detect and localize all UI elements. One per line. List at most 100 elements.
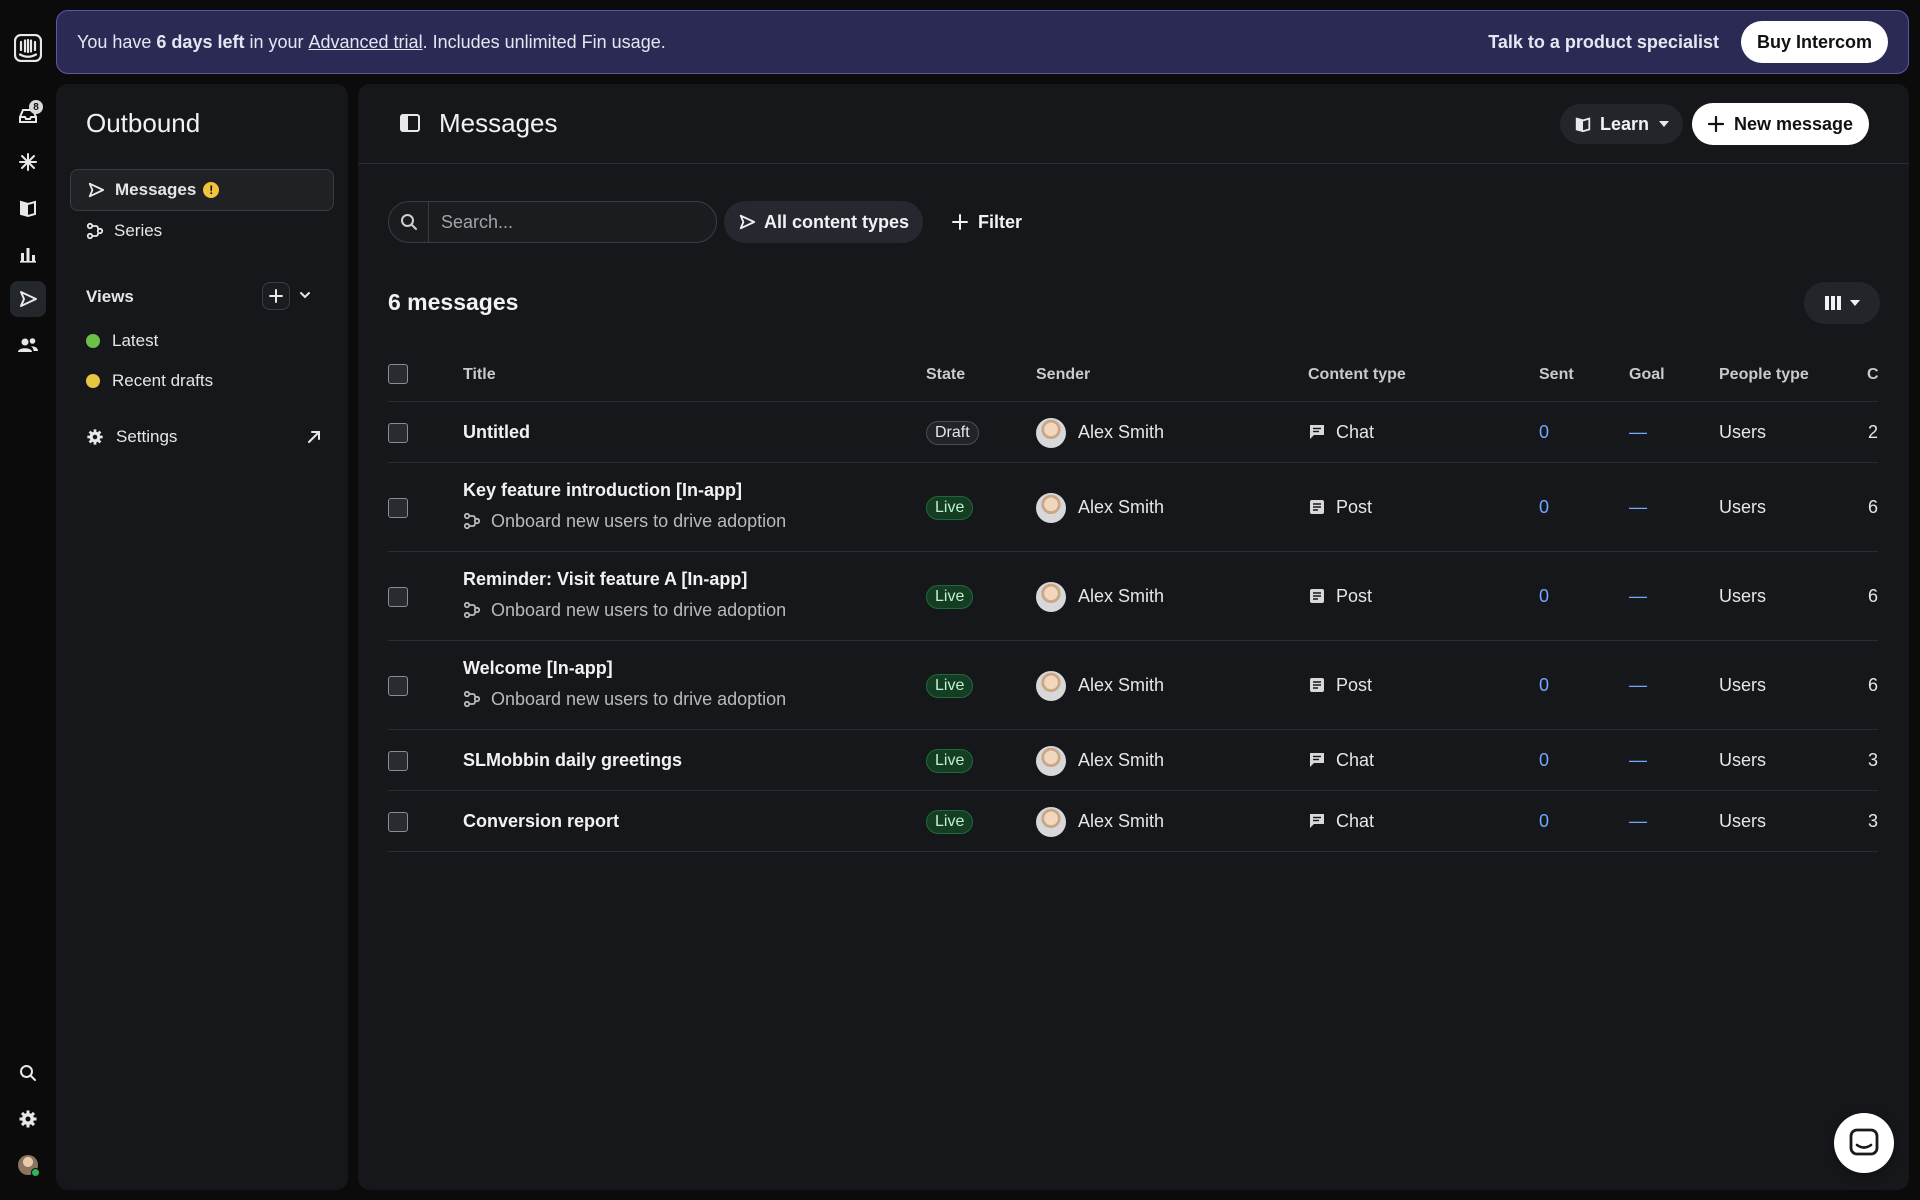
settings-icon[interactable] bbox=[10, 1101, 46, 1137]
row-checkbox[interactable] bbox=[388, 750, 408, 771]
col-header-people-type[interactable]: People type bbox=[1719, 366, 1809, 383]
sent-count[interactable]: 0 bbox=[1539, 496, 1550, 517]
sent-count[interactable]: 0 bbox=[1539, 674, 1550, 695]
message-title[interactable]: Reminder: Visit feature A [In-app] bbox=[463, 568, 748, 589]
col-header-goal[interactable]: Goal bbox=[1629, 366, 1665, 383]
add-view-button[interactable] bbox=[262, 282, 290, 310]
avatar bbox=[1036, 806, 1066, 837]
post-icon bbox=[1308, 498, 1326, 516]
new-message-button[interactable]: New message bbox=[1692, 103, 1870, 145]
contacts-icon[interactable] bbox=[10, 327, 46, 363]
message-title[interactable]: Conversion report bbox=[463, 810, 620, 831]
sidebar-item-messages[interactable]: Messages ! bbox=[70, 169, 334, 211]
fin-icon[interactable] bbox=[10, 144, 46, 180]
col-header-content-type[interactable]: Content type bbox=[1308, 366, 1406, 383]
sender-cell: Alex Smith bbox=[1036, 806, 1165, 837]
knowledge-icon[interactable] bbox=[10, 190, 46, 226]
table-row[interactable]: Key feature introduction [In-app] Onboard… bbox=[388, 463, 1878, 552]
view-item-recent-drafts[interactable]: Recent drafts bbox=[86, 369, 213, 393]
learn-button[interactable]: Learn bbox=[1560, 104, 1684, 144]
row-checkbox[interactable] bbox=[388, 422, 408, 443]
message-title[interactable]: SLMobbin daily greetings bbox=[463, 749, 683, 770]
people-type: Users bbox=[1719, 674, 1767, 695]
table-row[interactable]: SLMobbin daily greetings Live Alex Smith Ch… bbox=[388, 730, 1878, 791]
column-settings-button[interactable] bbox=[1804, 282, 1880, 324]
outbound-icon[interactable] bbox=[10, 281, 46, 317]
post-icon bbox=[1308, 587, 1326, 605]
lemon-icon bbox=[86, 374, 100, 388]
content-type-label: Post bbox=[1336, 496, 1373, 517]
plus-icon bbox=[1708, 116, 1724, 132]
row-checkbox[interactable] bbox=[388, 586, 408, 607]
add-filter-button[interactable]: Filter bbox=[944, 201, 1030, 243]
plus-icon bbox=[952, 214, 968, 230]
avatar bbox=[18, 1155, 40, 1177]
table-row[interactable]: Conversion report Live Alex Smith Chat 0 — Use… bbox=[388, 791, 1878, 852]
reports-icon[interactable] bbox=[10, 236, 46, 272]
sent-count[interactable]: 0 bbox=[1539, 810, 1550, 831]
learn-label: Learn bbox=[1600, 113, 1650, 134]
view-item-label: Latest bbox=[112, 331, 159, 350]
sender-name: Alex Smith bbox=[1078, 675, 1165, 695]
external-arrow-icon bbox=[306, 429, 322, 445]
c-value: 3 bbox=[1868, 749, 1879, 770]
message-title[interactable]: Welcome [In-app] bbox=[463, 657, 613, 678]
advanced-trial-link[interactable]: Advanced trial bbox=[308, 31, 423, 52]
people-type: Users bbox=[1719, 421, 1767, 442]
messenger-launcher[interactable] bbox=[1834, 1113, 1894, 1173]
columns-icon bbox=[1825, 296, 1841, 310]
sent-count[interactable]: 0 bbox=[1539, 585, 1550, 606]
sent-count[interactable]: 0 bbox=[1539, 421, 1550, 442]
chat-icon bbox=[1308, 812, 1326, 830]
sent-count[interactable]: 0 bbox=[1539, 749, 1550, 770]
select-all-checkbox[interactable] bbox=[388, 364, 408, 384]
status-badge: Live bbox=[926, 748, 974, 773]
message-title[interactable]: Untitled bbox=[463, 421, 530, 442]
view-item-latest[interactable]: Latest bbox=[86, 329, 158, 353]
talk-to-specialist-link[interactable]: Talk to a product specialist bbox=[1488, 31, 1719, 52]
content-type-filter-chip[interactable]: All content types bbox=[724, 201, 924, 243]
row-checkbox[interactable] bbox=[388, 675, 408, 696]
sender-cell: Alex Smith bbox=[1036, 745, 1164, 776]
series-link[interactable]: Onboard new users to drive adoption bbox=[463, 600, 786, 621]
chevron-down-icon[interactable] bbox=[298, 288, 312, 302]
search-field[interactable] bbox=[388, 201, 717, 243]
chat-icon bbox=[1308, 751, 1326, 769]
search-input[interactable] bbox=[429, 211, 716, 233]
table-row[interactable]: Untitled Draft Alex Smith Chat 0 — Users 2 bbox=[388, 402, 1878, 463]
message-title[interactable]: Key feature introduction [In-app] bbox=[463, 479, 742, 500]
table-row[interactable]: Reminder: Visit feature A [In-app] Onboar… bbox=[388, 552, 1878, 641]
messages-table: Title State Sender Content type Sent Goa… bbox=[388, 346, 1879, 852]
app-rail: 8 bbox=[0, 0, 56, 1200]
series-link[interactable]: Onboard new users to drive adoption bbox=[463, 689, 786, 710]
messages-panel: Messages Learn New message All content t… bbox=[358, 84, 1909, 1190]
status-badge: Live bbox=[926, 495, 974, 520]
status-badge: Draft bbox=[926, 420, 979, 445]
sidebar-toggle-icon[interactable] bbox=[400, 114, 420, 132]
banner-prefix: You have bbox=[77, 31, 157, 52]
col-header-state[interactable]: State bbox=[926, 366, 966, 383]
col-header-sender[interactable]: Sender bbox=[1036, 366, 1091, 383]
intercom-logo-icon[interactable] bbox=[10, 30, 46, 66]
col-header-title[interactable]: Title bbox=[463, 366, 496, 383]
sender-name: Alex Smith bbox=[1078, 811, 1165, 831]
search-icon[interactable] bbox=[10, 1055, 46, 1091]
state-cell: Live bbox=[926, 748, 974, 773]
inbox-icon[interactable]: 8 bbox=[10, 98, 46, 134]
status-badge: Live bbox=[926, 809, 974, 834]
row-checkbox[interactable] bbox=[388, 811, 408, 832]
sidebar-settings-link[interactable]: Settings bbox=[86, 422, 322, 452]
sidebar-item-series[interactable]: Series bbox=[70, 210, 334, 252]
col-header-sent[interactable]: Sent bbox=[1539, 366, 1574, 383]
buy-intercom-button[interactable]: Buy Intercom bbox=[1740, 21, 1888, 63]
user-avatar[interactable] bbox=[10, 1147, 46, 1183]
c-value: 6 bbox=[1868, 674, 1879, 695]
search-icon bbox=[389, 202, 429, 242]
row-checkbox[interactable] bbox=[388, 497, 408, 518]
series-name: Onboard new users to drive adoption bbox=[491, 688, 787, 709]
series-link[interactable]: Onboard new users to drive adoption bbox=[463, 511, 786, 532]
table-row[interactable]: Welcome [In-app] Onboard new users to dri… bbox=[388, 641, 1878, 730]
avatar bbox=[1036, 492, 1066, 523]
col-header-c[interactable]: C bbox=[1867, 366, 1879, 383]
views-heading: Views bbox=[86, 287, 134, 306]
